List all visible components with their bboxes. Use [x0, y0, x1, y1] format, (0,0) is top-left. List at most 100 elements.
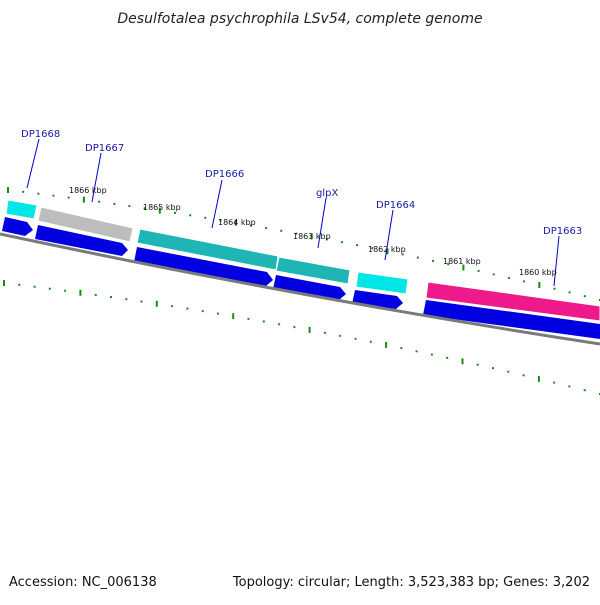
gene-leader-lines	[26, 138, 560, 287]
outer-tick-mark	[249, 224, 252, 227]
scale-label-1866: 1866 kbp	[69, 186, 107, 195]
inner-tick-mark	[339, 334, 342, 337]
outer-tick-mark	[52, 194, 55, 197]
inner-tick-mark	[369, 340, 372, 343]
inner-tick-mark	[553, 381, 556, 384]
inner-tick-mark	[3, 280, 5, 286]
outer-tick-mark	[310, 233, 313, 240]
outer-tick-mark	[234, 219, 237, 226]
outer-tick-mark	[401, 253, 404, 256]
leader-dp1666	[211, 179, 223, 229]
outer-tick-mark	[219, 219, 222, 222]
inner-tick-mark	[354, 337, 357, 340]
outer-tick-mark	[416, 256, 419, 259]
gene-label-dp1664[interactable]: DP1664	[376, 200, 415, 211]
inner-tick-mark	[201, 310, 204, 313]
inner-tick-mark	[79, 289, 82, 296]
inner-tick-mark	[64, 289, 67, 292]
outer-tick-mark	[82, 196, 85, 203]
outer-tick-mark	[204, 216, 207, 219]
inner-tick-mark	[18, 283, 21, 286]
scale-label-1862: 1862 kbp	[368, 245, 406, 254]
outer-tick-mark	[265, 227, 268, 230]
outer-tick-mark	[158, 207, 161, 214]
gray-feature-dp1667[interactable]	[37, 206, 134, 243]
cds-arrow-dp1666[interactable]	[134, 247, 273, 286]
outer-tick-mark	[356, 244, 359, 247]
inner-tick-mark	[568, 385, 571, 388]
outer-tick-mark	[492, 273, 495, 276]
inner-tick-mark	[94, 293, 97, 296]
outer-tick-mark	[174, 211, 176, 214]
outer-tick-mark	[523, 280, 526, 283]
outer-tick-mark	[583, 295, 586, 298]
outer-tick-mark	[143, 207, 146, 210]
gene-labels: DP1668 DP1667 DP1666 glpX DP1664 DP1663	[21, 129, 582, 237]
outer-tick-mark	[189, 214, 192, 217]
inner-tick-mark	[385, 341, 388, 348]
inner-tick-mark	[583, 389, 586, 392]
inner-tick-mark	[48, 287, 51, 290]
inner-tick-mark	[186, 307, 189, 310]
scale-label-1865: 1865 kbp	[143, 203, 181, 212]
inner-tick-mark	[33, 285, 36, 288]
leader-dp1664	[384, 209, 394, 261]
feature-track	[5, 199, 600, 322]
outer-tick-mark	[280, 229, 283, 232]
inner-tick-mark	[415, 350, 418, 353]
scale-label-1863: 1863 kbp	[293, 232, 331, 241]
cds-arrow-glpx[interactable]	[273, 275, 346, 300]
gene-label-dp1668[interactable]: DP1668	[21, 129, 60, 140]
leader-dp1667	[91, 152, 102, 203]
magenta-feature-dp1663[interactable]	[425, 281, 600, 322]
outer-tick-mark	[507, 276, 510, 279]
outer-tick-mark	[128, 205, 131, 207]
cds-arrow-dp1668[interactable]	[2, 217, 33, 236]
cds-arrow-dp1663[interactable]	[423, 300, 600, 339]
outer-tick-mark	[553, 287, 556, 290]
inner-tick-mark	[476, 363, 479, 366]
inner-tick-mark	[216, 312, 219, 315]
gene-label-glpx[interactable]: glpX	[316, 188, 338, 199]
outer-tick-track	[7, 187, 600, 301]
teal-feature-glpx[interactable]	[275, 256, 351, 285]
cyan-feature-dp1664[interactable]	[355, 271, 409, 295]
leader-dp1668	[26, 138, 40, 189]
gene-label-dp1666[interactable]: DP1666	[205, 169, 244, 180]
cds-arrow-dp1667[interactable]	[35, 225, 128, 256]
cds-track	[2, 217, 600, 339]
inner-tick-mark	[537, 375, 540, 382]
outer-tick-mark	[7, 187, 9, 193]
genome-summary-text: Topology: circular; Length: 3,523,383 bp…	[232, 575, 590, 590]
cyan-feature-dp1668[interactable]	[5, 199, 38, 220]
inner-tick-mark	[522, 374, 525, 377]
outer-tick-mark	[22, 190, 25, 193]
inner-tick-mark	[308, 326, 311, 333]
inner-tick-mark	[446, 356, 449, 359]
outer-tick-mark	[477, 269, 480, 272]
inner-tick-mark	[171, 305, 174, 308]
inner-tick-mark	[492, 367, 494, 370]
scale-label-1860: 1860 kbp	[519, 268, 557, 277]
inner-tick-mark	[155, 300, 158, 307]
outer-tick-mark	[447, 263, 450, 266]
outer-tick-mark	[98, 200, 101, 203]
inner-tick-mark	[507, 370, 510, 373]
accession-text: Accession: NC_006138	[9, 575, 157, 590]
gene-label-dp1667[interactable]: DP1667	[85, 143, 124, 154]
outer-tick-mark	[538, 282, 541, 288]
outer-tick-mark	[371, 247, 374, 250]
leader-glpx	[317, 197, 327, 249]
scale-labels: 1866 kbp 1865 kbp 1864 kbp 1863 kbp 1862…	[69, 186, 557, 277]
outer-tick-mark	[325, 238, 328, 241]
gene-label-dp1663[interactable]: DP1663	[543, 226, 582, 237]
outer-tick-mark	[340, 241, 343, 244]
inner-tick-mark	[430, 353, 433, 356]
inner-tick-mark	[293, 326, 296, 329]
inner-tick-mark	[232, 313, 235, 320]
leader-dp1663	[553, 235, 560, 287]
outer-tick-mark	[568, 291, 571, 294]
scale-label-1864: 1864 kbp	[218, 218, 256, 227]
inner-tick-mark	[278, 323, 281, 326]
